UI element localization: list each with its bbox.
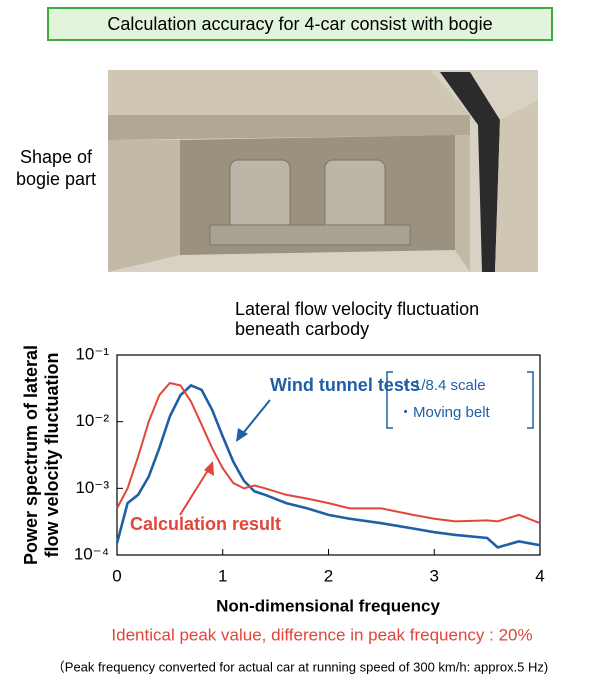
next-car (495, 100, 538, 272)
carbody-low (108, 140, 180, 272)
arrow-head (236, 428, 248, 442)
wind-note: ・1/8.4 scale (398, 377, 486, 394)
y-label-line: flow velocity fluctuation (42, 352, 62, 557)
chart-title: beneath carbody (235, 319, 369, 339)
series-label: Calculation result (130, 514, 281, 534)
chart-title: Lateral flow velocity fluctuation (235, 299, 479, 319)
bracket (386, 371, 534, 429)
y-tick-label: 10⁻⁴ (74, 544, 109, 563)
x-tick-label: 0 (112, 566, 121, 585)
image-label: bogie part (16, 169, 96, 189)
series-label: Wind tunnel tests (270, 375, 420, 395)
footer-note: （Peak frequency converted for actual car… (52, 659, 548, 674)
side (108, 115, 470, 140)
series-line (116, 381, 541, 525)
bogie-render (108, 70, 538, 272)
nose-gap (440, 72, 500, 272)
arrow (179, 466, 211, 516)
y-label-line: Power spectrum of lateral (21, 345, 41, 565)
y-label: Power spectrum of lateral flow velocity … (21, 345, 62, 565)
arrow (239, 399, 271, 438)
footer-result: Identical peak value, difference in peak… (111, 625, 532, 644)
carbody-low-r (455, 135, 470, 272)
wheelset (229, 159, 291, 236)
wind-note: ・Moving belt (398, 404, 491, 421)
x-tick-label: 2 (324, 566, 333, 585)
series-line (115, 383, 541, 549)
image-label: Shape of (20, 147, 93, 167)
wheelset (324, 159, 386, 236)
roof (108, 70, 470, 115)
y-tick-label: 10⁻² (75, 411, 109, 430)
bogie-frame (209, 224, 411, 246)
y-tick-label: 10⁻¹ (75, 344, 109, 363)
x-label: Non-dimensional frequency (216, 596, 440, 615)
x-tick-label: 4 (535, 566, 544, 585)
arrow-head (204, 461, 214, 476)
title-box (47, 7, 553, 41)
x-tick-label: 3 (430, 566, 439, 585)
title: Calculation accuracy for 4-car consist w… (107, 14, 492, 34)
x-tick-label: 1 (218, 566, 227, 585)
y-tick-label: 10⁻³ (75, 478, 109, 497)
